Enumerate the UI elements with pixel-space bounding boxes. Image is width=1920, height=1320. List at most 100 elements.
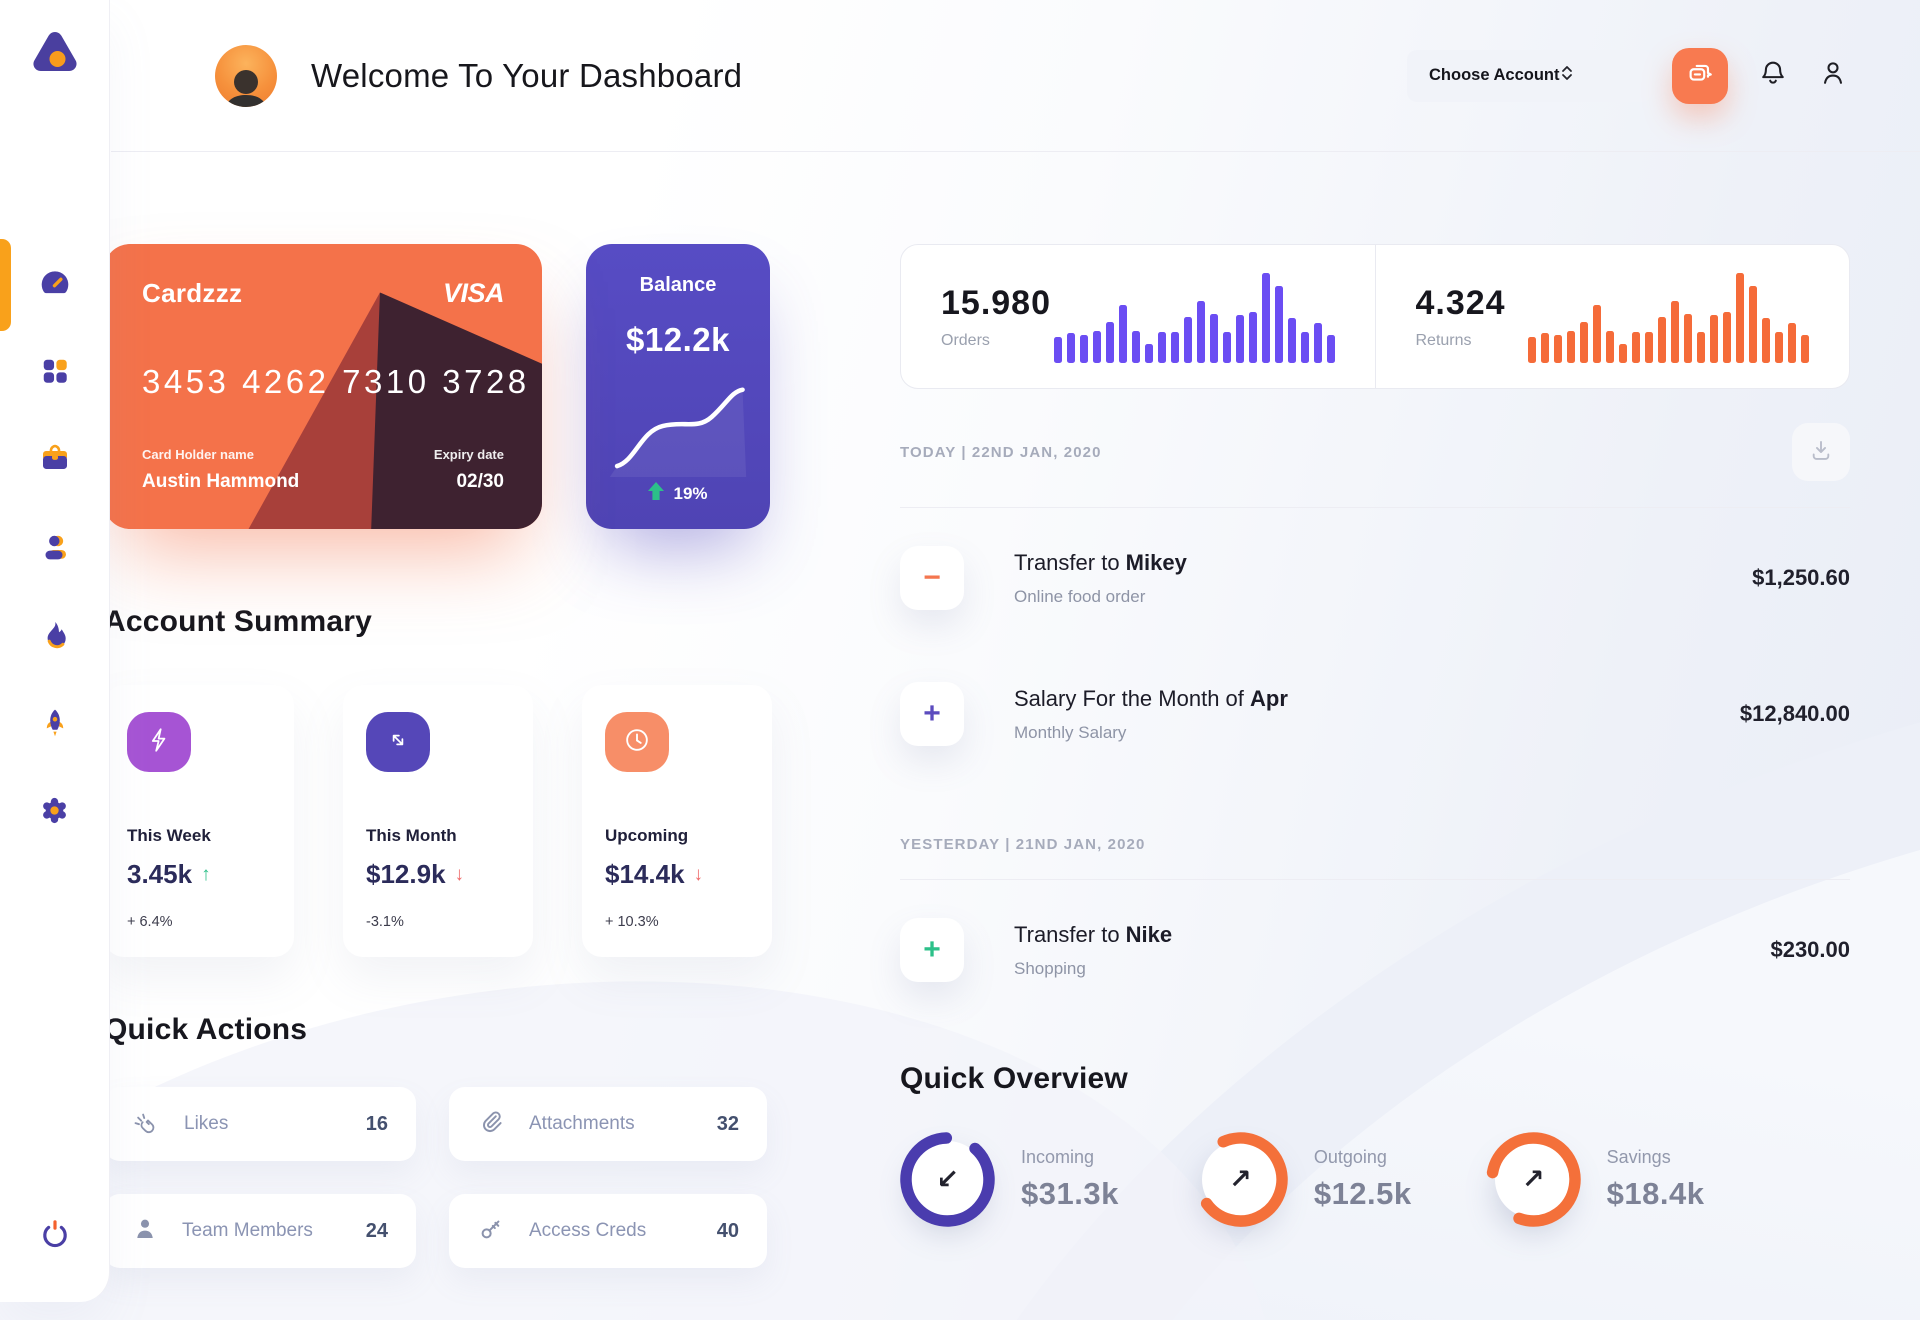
bar xyxy=(1697,332,1705,363)
sidebar-item-team[interactable] xyxy=(0,505,109,593)
account-summary-title: Account Summary xyxy=(104,605,373,638)
bar xyxy=(1658,316,1666,363)
sidebar-item-activity[interactable] xyxy=(0,593,109,681)
sidebar-item-dashboard[interactable] xyxy=(0,239,109,331)
bar xyxy=(1066,333,1075,363)
logout-button[interactable] xyxy=(38,1217,72,1256)
transaction-title: Salary For the Month of Apr xyxy=(1014,685,1288,711)
sidebar-nav xyxy=(0,239,109,857)
app-logo xyxy=(22,22,88,93)
download-button[interactable] xyxy=(1792,423,1850,481)
transactions-header-today: TODAY | 22ND JAN, 2020 xyxy=(900,423,1850,481)
bar xyxy=(1645,332,1653,363)
notifications-button[interactable] xyxy=(1758,58,1788,93)
action-attachments[interactable]: Attachments 32 xyxy=(449,1087,767,1161)
bar xyxy=(1053,336,1062,363)
card-expiry: Expiry date 02/30 xyxy=(433,447,504,492)
choose-account-select[interactable]: Choose Account xyxy=(1407,49,1652,102)
key-icon xyxy=(477,1215,505,1248)
balance-value: $12.2k xyxy=(626,321,730,358)
sidebar-item-launch[interactable] xyxy=(0,681,109,769)
quick-overview-row: ↙ Incoming $31.3k ↗ xyxy=(900,1132,1850,1227)
active-indicator xyxy=(0,239,11,331)
likes-count: 16 xyxy=(365,1112,388,1135)
bar xyxy=(1313,322,1322,363)
action-access-creds[interactable]: Access Creds 40 xyxy=(449,1194,767,1268)
bar xyxy=(1196,300,1205,363)
left-column: Cardzzz VISA 3453 4262 7310 3728 Card Ho… xyxy=(104,244,772,1268)
user-avatar xyxy=(215,44,277,107)
card-number: 3453 4262 7310 3728 xyxy=(142,363,530,400)
bar xyxy=(1235,314,1244,363)
bar xyxy=(1684,313,1692,363)
sidebar xyxy=(0,0,110,1302)
power-icon xyxy=(38,1220,72,1255)
transaction-row-nike[interactable]: + Transfer to Nike Shopping $230.00 xyxy=(900,880,1850,1016)
plus-icon: + xyxy=(900,918,964,982)
balance-change: 19% xyxy=(673,483,708,503)
page-title: Welcome To Your Dashboard xyxy=(311,56,743,94)
transaction-subtitle: Monthly Salary xyxy=(1014,722,1127,742)
bar xyxy=(1606,331,1614,363)
attachments-count: 32 xyxy=(716,1112,739,1135)
bar xyxy=(1209,313,1218,363)
orders-returns-card: 15.980 Orders 4.324 Returns xyxy=(900,244,1850,389)
transaction-subtitle: Shopping xyxy=(1014,958,1086,978)
bar xyxy=(1261,273,1270,363)
divider xyxy=(900,507,1850,508)
rocket-icon xyxy=(39,707,71,744)
bar xyxy=(1619,344,1627,363)
user-icon xyxy=(39,531,71,568)
bar xyxy=(1326,334,1335,363)
flame-icon xyxy=(39,619,71,656)
returns-stat: 4.324 Returns xyxy=(1374,245,1850,388)
transaction-row-salary[interactable]: + Salary For the Month of Apr Monthly Sa… xyxy=(900,644,1850,780)
team-members-count: 24 xyxy=(365,1219,388,1242)
cards-row: Cardzzz VISA 3453 4262 7310 3728 Card Ho… xyxy=(104,244,772,529)
sidebar-item-apps[interactable] xyxy=(0,329,109,417)
bar xyxy=(1183,316,1192,363)
action-likes[interactable]: Likes 16 xyxy=(104,1087,416,1161)
minus-icon: − xyxy=(900,546,964,610)
bar xyxy=(1736,273,1744,363)
overview-incoming: ↙ Incoming $31.3k xyxy=(900,1132,1119,1227)
divider xyxy=(900,879,1850,880)
trend-down-icon: ↓ xyxy=(454,863,465,885)
visa-logo: VISA xyxy=(442,278,505,308)
messages-button[interactable] xyxy=(1672,47,1728,104)
card-name: Cardzzz xyxy=(142,278,243,308)
profile-icon xyxy=(1818,58,1848,93)
bar xyxy=(1567,331,1575,363)
bar xyxy=(1554,334,1562,363)
bell-icon xyxy=(1758,58,1788,93)
header: Welcome To Your Dashboard Choose Account xyxy=(111,0,1920,152)
transaction-title: Transfer to Nike xyxy=(1014,921,1173,947)
profile-button[interactable] xyxy=(1818,58,1848,93)
credit-card: Cardzzz VISA 3453 4262 7310 3728 Card Ho… xyxy=(104,244,542,529)
bar xyxy=(1144,344,1153,363)
action-team-members[interactable]: Team Members 24 xyxy=(104,1194,416,1268)
date-label: YESTERDAY | 21ND JAN, 2020 xyxy=(900,836,1146,853)
bar xyxy=(1222,332,1231,363)
summary-card-this-week: This Week 3.45k ↑ + 6.4% xyxy=(104,685,294,957)
transactions-header-yesterday: YESTERDAY | 21ND JAN, 2020 xyxy=(900,836,1850,853)
sidebar-item-portfolio[interactable] xyxy=(0,417,109,505)
transaction-title: Transfer to Mikey xyxy=(1014,549,1187,575)
bar xyxy=(1801,334,1809,363)
bar xyxy=(1671,300,1679,363)
bar xyxy=(1248,311,1257,363)
speedometer-icon xyxy=(38,266,72,305)
sidebar-item-settings[interactable] xyxy=(0,769,109,857)
transaction-subtitle: Online food order xyxy=(1014,586,1146,606)
summary-cards: This Week 3.45k ↑ + 6.4% xyxy=(104,685,772,957)
summary-card-upcoming: Upcoming $14.4k ↓ + 10.3% xyxy=(582,685,772,957)
balance-label: Balance xyxy=(639,274,717,296)
trend-down-icon: ↓ xyxy=(693,863,704,885)
plus-icon: + xyxy=(900,682,964,746)
arrow-up-right-icon: ↗ xyxy=(1521,1164,1545,1194)
returns-mini-chart xyxy=(1528,271,1809,363)
transaction-row-mikey[interactable]: − Transfer to Mikey Online food order $1… xyxy=(900,508,1850,644)
arrow-down-left-icon: ↙ xyxy=(936,1164,959,1194)
paperclip-icon xyxy=(477,1108,505,1141)
